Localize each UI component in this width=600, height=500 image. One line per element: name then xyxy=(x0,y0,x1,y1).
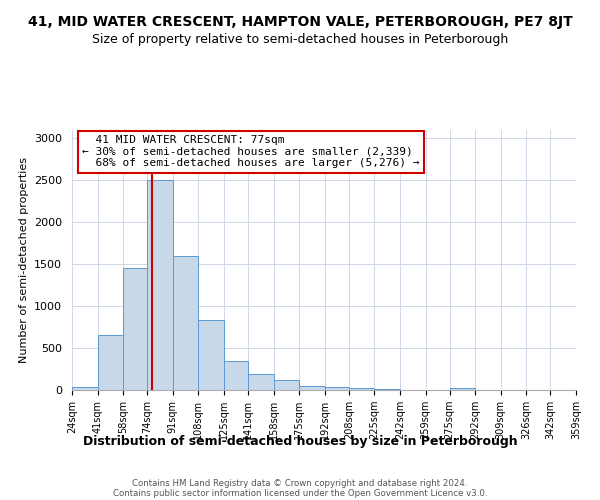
Bar xyxy=(449,388,475,390)
Y-axis label: Number of semi-detached properties: Number of semi-detached properties xyxy=(19,157,29,363)
Bar xyxy=(98,336,123,390)
Bar xyxy=(173,256,199,390)
Bar xyxy=(199,320,224,390)
Bar xyxy=(224,362,248,390)
Bar xyxy=(248,374,274,390)
Text: 41, MID WATER CRESCENT, HAMPTON VALE, PETERBOROUGH, PE7 8JT: 41, MID WATER CRESCENT, HAMPTON VALE, PE… xyxy=(28,15,572,29)
Bar xyxy=(374,388,400,390)
Text: Size of property relative to semi-detached houses in Peterborough: Size of property relative to semi-detach… xyxy=(92,32,508,46)
Text: Contains HM Land Registry data © Crown copyright and database right 2024.: Contains HM Land Registry data © Crown c… xyxy=(132,478,468,488)
Text: Distribution of semi-detached houses by size in Peterborough: Distribution of semi-detached houses by … xyxy=(83,435,517,448)
Bar xyxy=(123,268,147,390)
Bar xyxy=(147,180,173,390)
Text: 41 MID WATER CRESCENT: 77sqm
← 30% of semi-detached houses are smaller (2,339)
 : 41 MID WATER CRESCENT: 77sqm ← 30% of se… xyxy=(82,135,419,168)
Bar xyxy=(72,386,98,390)
Bar xyxy=(349,388,374,390)
Bar xyxy=(299,386,325,390)
Text: Contains public sector information licensed under the Open Government Licence v3: Contains public sector information licen… xyxy=(113,488,487,498)
Bar xyxy=(325,388,349,390)
Bar xyxy=(274,380,299,390)
